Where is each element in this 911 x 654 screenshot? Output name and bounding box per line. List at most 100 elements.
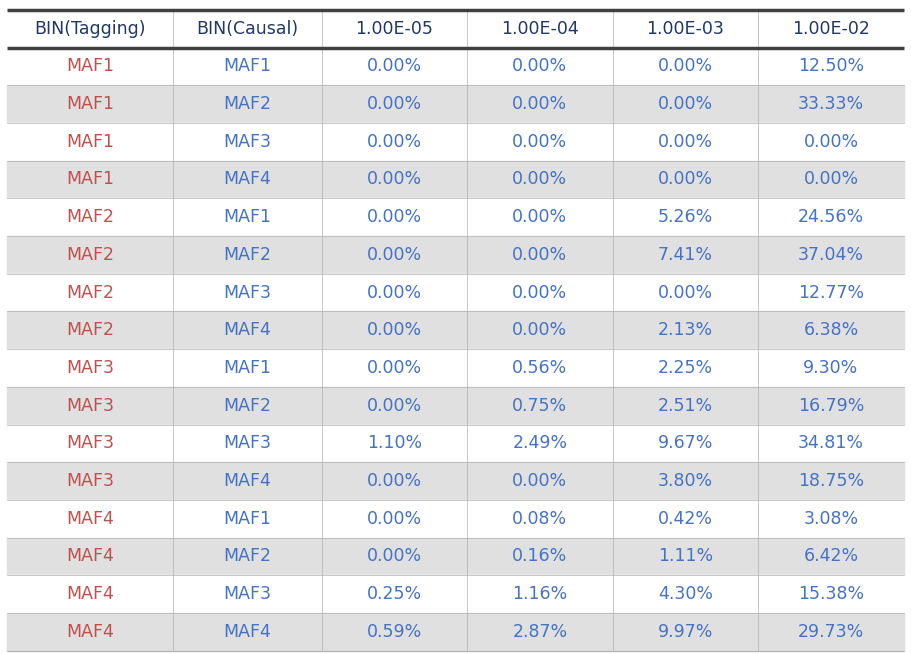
Text: 0.08%: 0.08% (512, 509, 568, 528)
Bar (7, 576, 904, 613)
Text: 0.00%: 0.00% (512, 472, 568, 490)
Text: 0.00%: 0.00% (512, 246, 568, 264)
Text: MAF2: MAF2 (223, 246, 271, 264)
Text: 3.80%: 3.80% (658, 472, 713, 490)
Text: 0.00%: 0.00% (367, 321, 422, 339)
Text: MAF1: MAF1 (67, 95, 115, 113)
Text: 1.16%: 1.16% (512, 585, 568, 603)
Text: 33.33%: 33.33% (798, 95, 864, 113)
Text: 9.30%: 9.30% (804, 359, 858, 377)
Bar (7, 48, 904, 85)
Text: 0.00%: 0.00% (512, 171, 568, 188)
Text: 1.00E-02: 1.00E-02 (792, 20, 870, 38)
Text: 3.08%: 3.08% (804, 509, 858, 528)
Text: 2.87%: 2.87% (512, 623, 568, 641)
Text: 1.00E-04: 1.00E-04 (501, 20, 578, 38)
Text: MAF4: MAF4 (223, 171, 271, 188)
Text: 2.51%: 2.51% (658, 397, 713, 415)
Text: MAF1: MAF1 (67, 171, 115, 188)
Text: MAF3: MAF3 (67, 434, 115, 453)
Text: MAF2: MAF2 (67, 321, 115, 339)
Bar (7, 349, 904, 387)
Text: 1.00E-05: 1.00E-05 (355, 20, 434, 38)
Text: 0.00%: 0.00% (658, 133, 713, 151)
Text: 5.26%: 5.26% (658, 208, 713, 226)
Text: 15.38%: 15.38% (798, 585, 864, 603)
Text: 0.00%: 0.00% (367, 284, 422, 301)
Text: 29.73%: 29.73% (798, 623, 864, 641)
Bar (7, 10, 904, 48)
Text: 0.00%: 0.00% (367, 547, 422, 566)
Text: 2.13%: 2.13% (658, 321, 713, 339)
Text: 0.00%: 0.00% (512, 208, 568, 226)
Text: MAF2: MAF2 (223, 95, 271, 113)
Text: 0.00%: 0.00% (658, 171, 713, 188)
Text: 0.00%: 0.00% (512, 133, 568, 151)
Text: 0.00%: 0.00% (367, 171, 422, 188)
Text: MAF2: MAF2 (67, 284, 115, 301)
Text: 0.00%: 0.00% (367, 397, 422, 415)
Text: 7.41%: 7.41% (658, 246, 713, 264)
Bar (7, 538, 904, 576)
Text: 0.00%: 0.00% (367, 509, 422, 528)
Bar (7, 236, 904, 274)
Text: 0.00%: 0.00% (804, 171, 858, 188)
Bar (7, 613, 904, 651)
Text: MAF3: MAF3 (223, 434, 271, 453)
Bar (7, 387, 904, 424)
Text: 0.00%: 0.00% (367, 208, 422, 226)
Text: MAF1: MAF1 (223, 58, 271, 75)
Text: MAF4: MAF4 (67, 509, 114, 528)
Text: 18.75%: 18.75% (798, 472, 864, 490)
Text: 12.77%: 12.77% (798, 284, 864, 301)
Text: 2.49%: 2.49% (512, 434, 568, 453)
Text: 24.56%: 24.56% (798, 208, 864, 226)
Bar (7, 161, 904, 198)
Text: MAF3: MAF3 (67, 359, 115, 377)
Text: MAF4: MAF4 (67, 623, 114, 641)
Text: MAF1: MAF1 (223, 208, 271, 226)
Text: 0.25%: 0.25% (367, 585, 422, 603)
Text: 34.81%: 34.81% (798, 434, 864, 453)
Text: 0.00%: 0.00% (658, 58, 713, 75)
Text: MAF3: MAF3 (223, 133, 271, 151)
Text: 0.00%: 0.00% (512, 321, 568, 339)
Text: 9.67%: 9.67% (658, 434, 713, 453)
Text: 0.00%: 0.00% (367, 359, 422, 377)
Text: 0.00%: 0.00% (658, 95, 713, 113)
Text: MAF1: MAF1 (67, 58, 115, 75)
Text: 0.59%: 0.59% (367, 623, 422, 641)
Text: 0.16%: 0.16% (512, 547, 568, 566)
Text: 4.30%: 4.30% (658, 585, 713, 603)
Text: 37.04%: 37.04% (798, 246, 864, 264)
Text: MAF2: MAF2 (67, 208, 115, 226)
Text: 1.11%: 1.11% (658, 547, 713, 566)
Text: MAF2: MAF2 (223, 547, 271, 566)
Text: 16.79%: 16.79% (798, 397, 865, 415)
Text: 0.00%: 0.00% (512, 284, 568, 301)
Text: MAF1: MAF1 (67, 133, 115, 151)
Text: 6.38%: 6.38% (804, 321, 858, 339)
Text: 0.00%: 0.00% (367, 133, 422, 151)
Text: MAF4: MAF4 (223, 321, 271, 339)
Bar (7, 198, 904, 236)
Text: 0.42%: 0.42% (658, 509, 713, 528)
Text: 0.00%: 0.00% (367, 246, 422, 264)
Text: MAF3: MAF3 (67, 397, 115, 415)
Text: 6.42%: 6.42% (804, 547, 858, 566)
Text: MAF3: MAF3 (223, 284, 271, 301)
Text: MAF4: MAF4 (67, 585, 114, 603)
Text: MAF4: MAF4 (223, 623, 271, 641)
Bar (7, 500, 904, 538)
Text: 0.00%: 0.00% (367, 58, 422, 75)
Text: MAF2: MAF2 (223, 397, 271, 415)
Text: MAF3: MAF3 (67, 472, 115, 490)
Text: BIN(Causal): BIN(Causal) (197, 20, 299, 38)
Text: 0.00%: 0.00% (804, 133, 858, 151)
Text: 1.10%: 1.10% (367, 434, 422, 453)
Text: 9.97%: 9.97% (658, 623, 713, 641)
Text: 0.75%: 0.75% (512, 397, 568, 415)
Text: 1.00E-03: 1.00E-03 (647, 20, 724, 38)
Text: BIN(Tagging): BIN(Tagging) (35, 20, 146, 38)
Bar (7, 424, 904, 462)
